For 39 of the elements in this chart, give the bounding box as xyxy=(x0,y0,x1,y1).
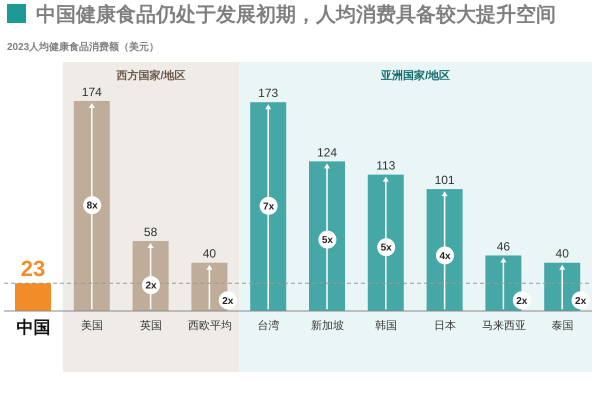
bar xyxy=(15,283,51,311)
bar xyxy=(309,161,345,311)
band-label: 亚洲国家/地区 xyxy=(380,69,450,82)
annotation: 7x xyxy=(263,201,275,212)
annotation: 5x xyxy=(322,235,334,246)
data-label: 58 xyxy=(144,225,158,239)
x-tick-label: 韩国 xyxy=(375,319,398,332)
x-tick-label: 中国 xyxy=(16,318,50,337)
annotation: 2x xyxy=(145,280,157,292)
data-label: 174 xyxy=(82,85,102,99)
annotation: 2x xyxy=(222,296,234,307)
x-tick-label: 西欧平均 xyxy=(188,320,232,332)
data-label: 40 xyxy=(202,246,216,261)
data-label: 113 xyxy=(376,158,396,173)
x-tick-label: 台湾 xyxy=(258,319,280,332)
chart-title: 中国健康食品仍处于发展初期，人均消费具备较大提升空间 xyxy=(36,2,556,28)
annotation: 5x xyxy=(380,242,392,254)
annotation: 2x xyxy=(575,296,587,307)
bar xyxy=(426,189,463,311)
data-label: 124 xyxy=(316,145,338,160)
annotation: 4x xyxy=(439,250,451,262)
x-tick-label: 美国 xyxy=(81,319,104,332)
x-tick-label: 新加坡 xyxy=(310,319,344,332)
bar xyxy=(74,101,110,311)
x-tick-label: 英国 xyxy=(140,319,162,332)
data-label: 173 xyxy=(258,86,279,100)
data-label: 23 xyxy=(20,256,46,282)
bar xyxy=(368,174,404,311)
data-label: 40 xyxy=(556,246,570,261)
x-tick-label: 泰国 xyxy=(552,320,574,332)
band-label: 西方国家/地区 xyxy=(115,69,186,82)
data-label: 46 xyxy=(496,239,510,254)
bar xyxy=(250,102,286,311)
chart-subtitle: 2023人均健康食品消费额（美元） xyxy=(7,40,160,54)
x-tick-label: 日本 xyxy=(434,319,456,332)
x-tick-label: 马来西亚 xyxy=(482,319,526,332)
annotation: 2x xyxy=(516,296,528,307)
data-label: 101 xyxy=(434,173,455,188)
annotation: 8x xyxy=(86,200,98,212)
